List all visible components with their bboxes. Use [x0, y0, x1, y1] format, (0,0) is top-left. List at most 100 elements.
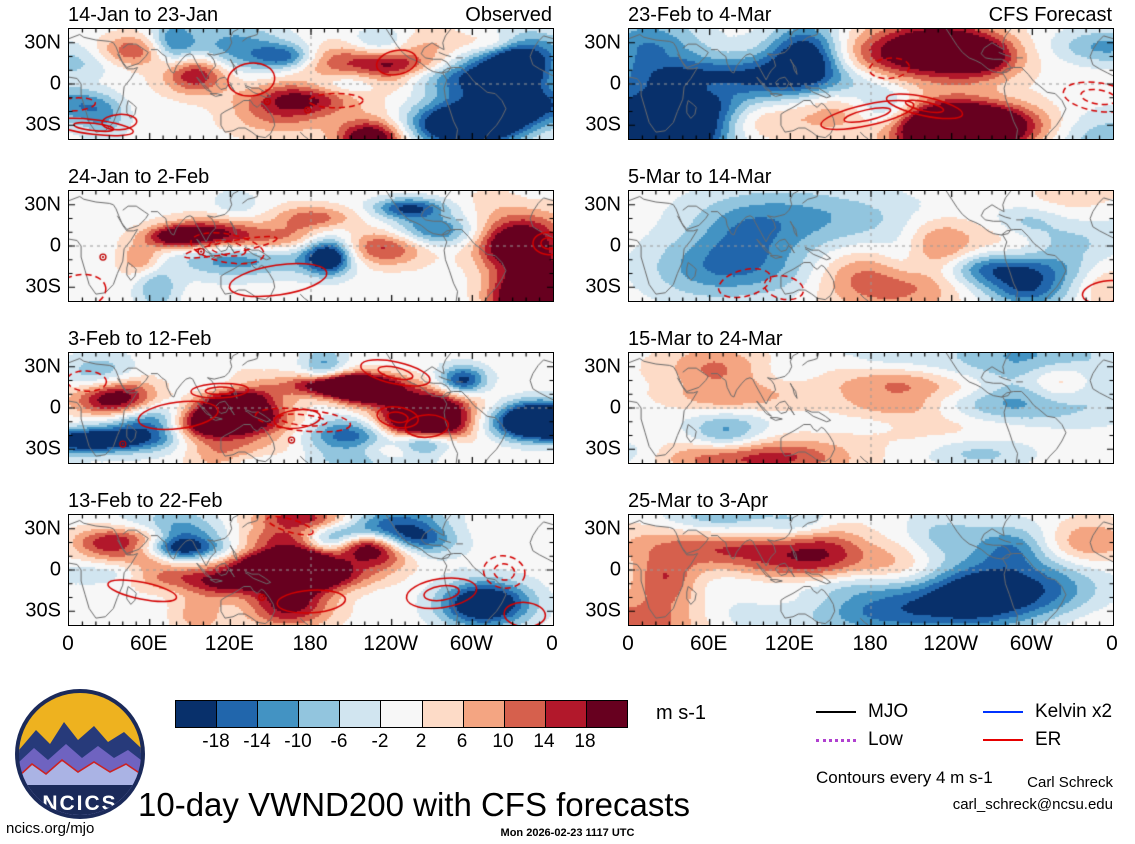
y-axis-label: 0 [49, 558, 61, 581]
legend-label-kelvin: Kelvin x2 [1035, 701, 1113, 722]
map-canvas [629, 353, 1113, 463]
y-axis-label: 30S [25, 275, 61, 298]
legend-line-low [816, 738, 856, 742]
colorbar-segment [340, 701, 382, 727]
panel-header: 3-Feb to 12-Feb [68, 328, 552, 350]
colorbar-labels: -18 -14 -10 -6 -2 2 6 10 14 18 [175, 731, 626, 755]
credit-name: Carl Schreck [1027, 774, 1113, 791]
column-heading-forecast: CFS Forecast [988, 4, 1112, 26]
map-canvas [69, 353, 553, 463]
colorbar-tick-label: 6 [456, 731, 468, 752]
map-canvas [69, 29, 553, 139]
legend-item: Kelvin x2 [983, 700, 1112, 724]
map-plot: 30N 0 30S [24, 28, 554, 140]
colorbar-segment [258, 701, 300, 727]
panel-title: 14-Jan to 23-Jan [68, 4, 219, 26]
y-axis-label: 30N [584, 193, 621, 216]
x-axis-label: 0 [62, 632, 74, 655]
colorbar-segment [217, 701, 259, 727]
colorbar-segment [504, 701, 546, 727]
panel-observed-4: 13-Feb to 22-Feb 30N 0 30S [10, 490, 554, 626]
panel-title: 13-Feb to 22-Feb [68, 490, 223, 512]
map-plot: 30N 0 30S [584, 28, 1114, 140]
colorbar-tick-label: -14 [243, 731, 271, 752]
x-axis-label: 60E [129, 632, 168, 655]
x-axis-right: 0 60E 120E 180 120W 60W 0 [622, 632, 1118, 658]
y-axis-label: 30S [585, 113, 621, 136]
colorbar-tick-label: 14 [533, 731, 555, 752]
colorbar-segment [299, 701, 341, 727]
colorbar-segment [463, 701, 505, 727]
figure-title: 10-day VWND200 with CFS forecasts [138, 786, 691, 823]
y-axis-label: 0 [609, 558, 621, 581]
panel-header: 24-Jan to 2-Feb [68, 166, 552, 188]
x-axis-left: 0 60E 120E 180 120W 60W 0 [62, 632, 558, 658]
map-plot: 30N 0 30S [584, 190, 1114, 302]
y-axis-label: 30N [584, 31, 621, 54]
map-plot: 30N 0 30S [24, 190, 554, 302]
logo-text: NCICS [42, 792, 117, 815]
map-plot: 30N 0 30S [584, 514, 1114, 626]
map-canvas [629, 29, 1113, 139]
ncics-logo-graphic: NCICS [15, 689, 145, 819]
panel-forecast-1: 23-Feb to 4-Mar CFS Forecast 30N 0 30S [570, 4, 1114, 140]
colorbar-tick-label: 18 [574, 731, 596, 752]
y-axis-label: 30N [24, 193, 61, 216]
x-axis-label: 180 [852, 632, 888, 655]
timestamp: Mon 2026-02-23 1117 UTC [500, 827, 635, 839]
panel-forecast-4: 25-Mar to 3-Apr 30N 0 30S [570, 490, 1114, 626]
site-url: ncics.org/mjo [6, 820, 95, 837]
colorbar-tick-label: -10 [284, 731, 312, 752]
colorbar-segment [381, 701, 423, 727]
legend-line-kelvin [983, 710, 1023, 714]
colorbar-segment [586, 701, 628, 727]
legend-line-er [983, 738, 1023, 742]
x-axis-label: 120W [923, 632, 979, 655]
y-axis-label: 30S [25, 599, 61, 622]
x-axis-label: 60W [449, 632, 493, 655]
y-axis-label: 30S [25, 437, 61, 460]
colorbar-segments [175, 700, 628, 728]
panel-observed-1: 14-Jan to 23-Jan Observed 30N 0 30S [10, 4, 554, 140]
x-axis-label: 120W [363, 632, 419, 655]
map-plot: 30N 0 30S [584, 352, 1114, 464]
panel-title: 5-Mar to 14-Mar [628, 166, 772, 188]
y-axis-label: 30S [585, 275, 621, 298]
legend-label-mjo: MJO [868, 701, 909, 722]
legend-item: Low [816, 728, 903, 752]
map-canvas [69, 515, 553, 625]
colorbar-segment [176, 701, 218, 727]
y-axis-label: 0 [49, 234, 61, 257]
x-axis-label: 0 [546, 632, 558, 655]
colorbar-tick-label: -2 [371, 731, 389, 752]
panel-header: 25-Mar to 3-Apr [628, 490, 1112, 512]
panel-header: 15-Mar to 24-Mar [628, 328, 1112, 350]
colorbar-tick-label: 2 [415, 731, 427, 752]
colorbar-tick-label: 10 [492, 731, 514, 752]
map-plot: 30N 0 30S [24, 352, 554, 464]
y-axis-label: 30N [24, 31, 61, 54]
x-axis-label: 0 [1106, 632, 1118, 655]
map-canvas [629, 515, 1113, 625]
x-axis-label: 180 [292, 632, 328, 655]
colorbar: -18 -14 -10 -6 -2 2 6 10 14 18 [175, 700, 628, 760]
x-axis-label: 120E [764, 632, 814, 655]
y-axis-label: 30N [24, 517, 61, 540]
colorbar-segment [422, 701, 464, 727]
colorbar-tick-label: -6 [330, 731, 348, 752]
panel-observed-2: 24-Jan to 2-Feb 30N 0 30S [10, 166, 554, 302]
panel-title: 25-Mar to 3-Apr [628, 490, 769, 512]
y-axis-label: 0 [609, 396, 621, 419]
panel-header: 13-Feb to 22-Feb [68, 490, 552, 512]
y-axis-label: 30N [584, 355, 621, 378]
legend-line-mjo [816, 710, 856, 714]
panel-header: 14-Jan to 23-Jan Observed [68, 4, 552, 26]
legend-item: ER [983, 728, 1061, 752]
panel-title: 23-Feb to 4-Mar [628, 4, 772, 26]
legend-item: MJO [816, 700, 908, 724]
x-axis-label: 120E [204, 632, 254, 655]
column-heading-observed: Observed [465, 4, 552, 26]
map-canvas [629, 191, 1113, 301]
contour-note: Contours every 4 m s-1 [816, 768, 993, 787]
panel-observed-3: 3-Feb to 12-Feb 30N 0 30S [10, 328, 554, 464]
